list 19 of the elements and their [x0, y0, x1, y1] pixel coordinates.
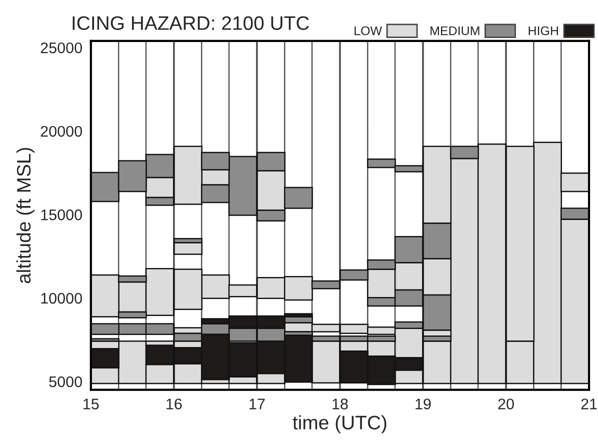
y-tick-label: 5000	[49, 376, 82, 388]
y-tick-label: 20000	[40, 126, 82, 137]
x-tick-label: 19	[416, 398, 431, 410]
x-tick-label: 16	[166, 398, 182, 410]
legend-label: HIGH	[528, 26, 558, 36]
bar	[174, 242, 202, 255]
y-tick-label: 25000	[40, 42, 82, 54]
legend-label: MEDIUM	[430, 26, 480, 36]
x-tick-label: 18	[332, 398, 348, 410]
x-tick-label: 21	[581, 398, 597, 410]
chart-title: ICING HAZARD: 2100 UTC	[72, 16, 310, 30]
y-axis-title: altitude (ft MSL)	[16, 148, 35, 284]
x-tick-label: 15	[84, 398, 99, 410]
x-tick-label: 20	[498, 398, 514, 410]
legend-label: LOW	[354, 26, 382, 36]
x-axis-title: time (UTC)	[292, 415, 386, 434]
y-tick-label: 15000	[41, 209, 82, 220]
x-tick-label: 17	[250, 398, 265, 410]
y-tick-label: 10000	[41, 292, 82, 304]
